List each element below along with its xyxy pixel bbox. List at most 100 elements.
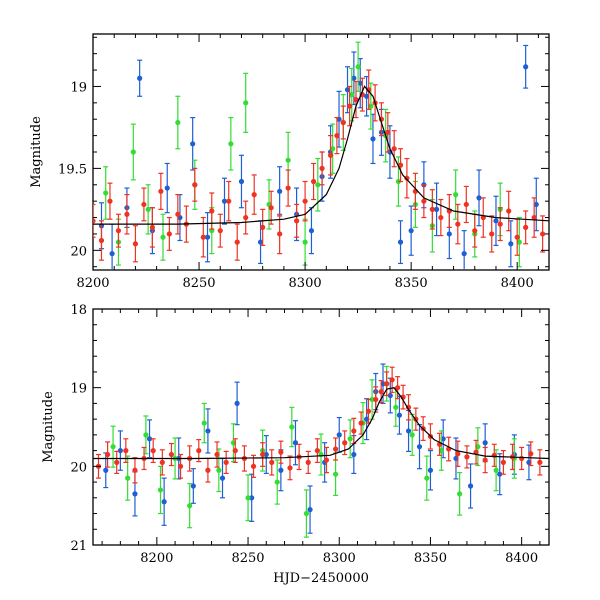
bottom-point-blue bbox=[161, 499, 167, 505]
top-point-red bbox=[166, 231, 172, 237]
top-point-blue bbox=[221, 198, 228, 204]
top-point-red bbox=[243, 214, 249, 221]
bottom-point-red bbox=[305, 459, 311, 465]
top-point-blue bbox=[370, 136, 376, 142]
bottom-point-blue bbox=[396, 412, 403, 418]
top-point-red bbox=[217, 228, 223, 234]
bottom-point-blue bbox=[427, 467, 434, 473]
bottom-point-red bbox=[332, 446, 339, 452]
bottom-point-green bbox=[125, 475, 131, 481]
bottom-x-tick-label: 8250 bbox=[231, 551, 264, 566]
bottom-point-green bbox=[187, 503, 193, 509]
top-y-tick-label: 19 bbox=[70, 80, 87, 95]
top-point-green bbox=[228, 141, 234, 147]
bottom-point-red bbox=[150, 448, 156, 454]
bottom-point-red bbox=[104, 451, 111, 458]
bottom-series-green bbox=[110, 365, 517, 538]
bottom-point-red bbox=[168, 451, 175, 458]
top-point-blue bbox=[308, 228, 315, 234]
x-axis-label: HJD−2450000 bbox=[273, 571, 369, 586]
bottom-point-green bbox=[393, 404, 399, 410]
bottom-point-green bbox=[369, 396, 375, 403]
top-point-red bbox=[531, 214, 537, 221]
top-point-blue bbox=[344, 87, 351, 93]
top-point-blue bbox=[109, 251, 115, 257]
top-point-red bbox=[107, 198, 113, 204]
top-point-green bbox=[175, 119, 181, 126]
top-fit-curve bbox=[93, 85, 549, 225]
top-point-red bbox=[294, 218, 300, 224]
top-point-red bbox=[115, 228, 122, 234]
top-point-red bbox=[404, 175, 410, 181]
bottom-point-red bbox=[114, 459, 120, 465]
top-y-axis-label: Magnitude bbox=[29, 116, 44, 188]
top-point-blue bbox=[137, 75, 143, 81]
top-x-tick-label: 8400 bbox=[501, 276, 534, 291]
top-point-red bbox=[391, 146, 397, 152]
bottom-clipped-marks bbox=[93, 363, 549, 538]
top-point-green bbox=[315, 182, 321, 188]
bottom-point-green bbox=[303, 510, 310, 517]
bottom-point-blue bbox=[249, 495, 255, 501]
top-point-red bbox=[523, 224, 529, 230]
bottom-x-tick-label: 8200 bbox=[140, 551, 173, 566]
top-point-red bbox=[327, 152, 334, 158]
bottom-point-blue bbox=[263, 451, 269, 458]
bottom-point-blue bbox=[132, 491, 138, 497]
top-point-red bbox=[132, 241, 139, 247]
bottom-point-blue bbox=[336, 432, 342, 438]
top-x-tick-label: 8200 bbox=[76, 276, 109, 291]
top-point-red bbox=[149, 224, 155, 230]
bottom-point-blue bbox=[219, 475, 226, 481]
top-point-green bbox=[349, 92, 355, 98]
bottom-point-red bbox=[384, 381, 390, 387]
top-point-red bbox=[93, 218, 96, 224]
bottom-point-red bbox=[323, 457, 330, 463]
top-point-red bbox=[192, 182, 198, 188]
top-panel: 8200 8250 8300 8350 8400 19 19.5 20 Magnitude bbox=[29, 33, 550, 291]
bottom-point-red bbox=[260, 451, 266, 458]
bottom-point-blue bbox=[205, 428, 211, 434]
bottom-point-green bbox=[157, 487, 164, 493]
bottom-axis-ticks: 8200 8250 8300 8350 8400 18 19 20 21 bbox=[70, 303, 549, 566]
top-y-tick-label: 20 bbox=[70, 244, 87, 259]
bottom-data-marks bbox=[93, 363, 549, 538]
bottom-point-red bbox=[123, 448, 129, 454]
bottom-point-red bbox=[342, 440, 348, 446]
top-point-red bbox=[310, 178, 317, 185]
top-point-red bbox=[397, 162, 404, 168]
top-point-blue bbox=[397, 239, 404, 245]
top-point-green bbox=[145, 206, 151, 212]
bottom-point-green bbox=[216, 467, 222, 473]
top-point-red bbox=[124, 211, 130, 217]
top-point-green bbox=[103, 190, 109, 196]
top-point-blue bbox=[351, 75, 357, 81]
bottom-point-blue bbox=[405, 428, 412, 434]
top-data-marks bbox=[93, 41, 549, 270]
top-point-green bbox=[355, 64, 361, 70]
bottom-point-blue bbox=[117, 448, 123, 454]
bottom-point-red bbox=[455, 451, 461, 457]
top-point-blue bbox=[277, 188, 283, 194]
bottom-x-tick-label: 8350 bbox=[414, 551, 447, 566]
bottom-point-red bbox=[528, 451, 534, 457]
bottom-point-red bbox=[132, 467, 138, 473]
bottom-point-blue bbox=[387, 392, 393, 399]
bottom-point-blue bbox=[467, 483, 474, 489]
top-point-red bbox=[497, 221, 503, 227]
top-point-blue bbox=[257, 239, 264, 245]
bottom-point-green bbox=[289, 424, 295, 430]
bottom-y-tick-label: 20 bbox=[70, 460, 87, 475]
bottom-point-green bbox=[424, 475, 430, 481]
bottom-point-red bbox=[250, 463, 257, 469]
top-point-red bbox=[489, 231, 495, 237]
bottom-point-red bbox=[378, 389, 384, 395]
top-point-red bbox=[226, 198, 232, 204]
bottom-point-red bbox=[205, 467, 211, 473]
bottom-point-green bbox=[409, 432, 415, 438]
top-point-blue bbox=[190, 141, 196, 147]
top-x-tick-label: 8350 bbox=[395, 276, 428, 291]
top-point-red bbox=[540, 231, 546, 237]
top-point-green bbox=[453, 192, 459, 198]
bottom-point-red bbox=[159, 459, 165, 465]
